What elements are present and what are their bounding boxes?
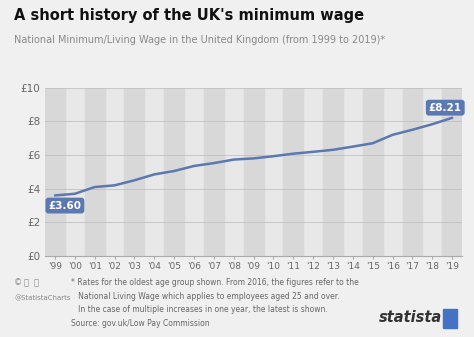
Bar xyxy=(323,88,343,256)
Text: * Rates for the oldest age group shown. From 2016, the figures refer to the: * Rates for the oldest age group shown. … xyxy=(71,278,359,287)
Bar xyxy=(442,88,462,256)
Text: Source: gov.uk/Low Pay Commission: Source: gov.uk/Low Pay Commission xyxy=(71,319,210,329)
Bar xyxy=(244,88,264,256)
Text: Ⓜ: Ⓜ xyxy=(33,278,38,287)
Text: A short history of the UK's minimum wage: A short history of the UK's minimum wage xyxy=(14,8,365,24)
Bar xyxy=(45,88,65,256)
Text: £3.60: £3.60 xyxy=(48,201,82,211)
Bar xyxy=(85,88,105,256)
Text: statista: statista xyxy=(379,310,442,325)
Text: ⓘ: ⓘ xyxy=(24,278,29,287)
Text: ©: © xyxy=(14,278,22,287)
Bar xyxy=(125,88,145,256)
Bar xyxy=(283,88,303,256)
Text: @StatistaCharts: @StatistaCharts xyxy=(14,295,71,301)
Text: £8.21: £8.21 xyxy=(429,103,462,113)
Bar xyxy=(363,88,383,256)
Bar xyxy=(204,88,224,256)
Text: National Minimum/Living Wage in the United Kingdom (from 1999 to 2019)*: National Minimum/Living Wage in the Unit… xyxy=(14,35,385,45)
Text: National Living Wage which applies to employees aged 25 and over.: National Living Wage which applies to em… xyxy=(71,292,340,301)
Text: In the case of multiple increases in one year, the latest is shown.: In the case of multiple increases in one… xyxy=(71,305,328,314)
Bar xyxy=(164,88,184,256)
Bar xyxy=(402,88,422,256)
